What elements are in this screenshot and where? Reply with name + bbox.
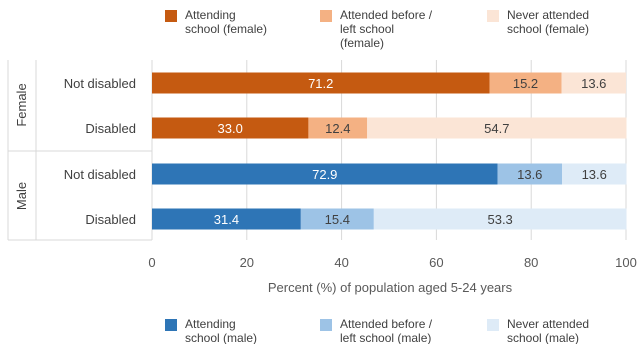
bar-segment <box>300 208 374 230</box>
legend-label: left school (male) <box>340 331 431 344</box>
bar-segment <box>152 208 301 230</box>
bar-value-label: 54.7 <box>484 121 509 136</box>
x-tick-label: 20 <box>240 255 254 270</box>
category-label: Not disabled <box>64 167 136 182</box>
bar-value-label: 33.0 <box>218 121 243 136</box>
bar-value-label: 53.3 <box>487 212 512 227</box>
legend-swatch <box>320 319 332 331</box>
legend-swatch <box>487 10 499 22</box>
bar-segment <box>561 72 626 94</box>
group-label: Female <box>14 83 29 126</box>
x-tick-label: 40 <box>334 255 348 270</box>
bars <box>152 72 627 230</box>
bar-value-label: 12.4 <box>325 121 350 136</box>
bar-segment <box>373 208 627 230</box>
legend-swatch <box>165 319 177 331</box>
category-labels: Not disabled Disabled Not disabled Disabled <box>64 76 136 227</box>
legend-swatch <box>165 10 177 22</box>
bar-segment <box>489 72 562 94</box>
x-axis-ticks: 0 20 40 60 80 100 <box>148 255 636 270</box>
legend-label: school (male) <box>507 331 579 344</box>
legend-label: (female) <box>340 36 384 50</box>
bar-segment <box>367 117 627 139</box>
group-dividers <box>7 60 152 241</box>
legend-label: Never attended <box>507 8 589 22</box>
bar-value-label: 15.2 <box>513 76 538 91</box>
category-label: Not disabled <box>64 76 136 91</box>
legend-label: school (male) <box>185 331 257 344</box>
legend-label: Attended before / <box>340 8 433 22</box>
bar-value-label: 13.6 <box>581 76 606 91</box>
bar-value-label: 31.4 <box>214 212 239 227</box>
bar-segment <box>152 117 309 139</box>
legend-label: left school <box>340 22 394 36</box>
category-label: Disabled <box>85 212 136 227</box>
x-tick-label: 60 <box>429 255 443 270</box>
category-label: Disabled <box>85 121 136 136</box>
bar-segment <box>497 163 563 185</box>
legend-label: Attending <box>185 317 236 331</box>
bar-value-label: 13.6 <box>517 167 542 182</box>
bar-value-label: 15.4 <box>325 212 350 227</box>
x-tick-label: 80 <box>524 255 538 270</box>
legend-label: school (female) <box>185 22 267 36</box>
bar-segment <box>152 163 498 185</box>
bar-value-label: 13.6 <box>582 167 607 182</box>
legend-swatch <box>487 319 499 331</box>
bar-value-label: 72.9 <box>312 167 337 182</box>
group-labels: Female Male <box>14 83 29 210</box>
x-tick-label: 0 <box>148 255 155 270</box>
legend-label: Never attended <box>507 317 589 331</box>
x-axis-label: Percent (%) of population aged 5-24 year… <box>268 280 513 295</box>
group-label: Male <box>14 182 29 210</box>
value-labels: 71.2 15.2 13.6 33.0 12.4 54.7 72.9 13.6 13.6 31.4… <box>214 76 607 227</box>
legend-swatch <box>320 10 332 22</box>
bar-value-label: 71.2 <box>308 76 333 91</box>
bar-segment <box>152 72 490 94</box>
bar-segment <box>308 117 368 139</box>
legend-label: Attended before / <box>340 317 433 331</box>
legend-label: school (female) <box>507 22 589 36</box>
bar-segment <box>562 163 627 185</box>
legend-label: Attending <box>185 8 236 22</box>
x-tick-label: 100 <box>615 255 637 270</box>
